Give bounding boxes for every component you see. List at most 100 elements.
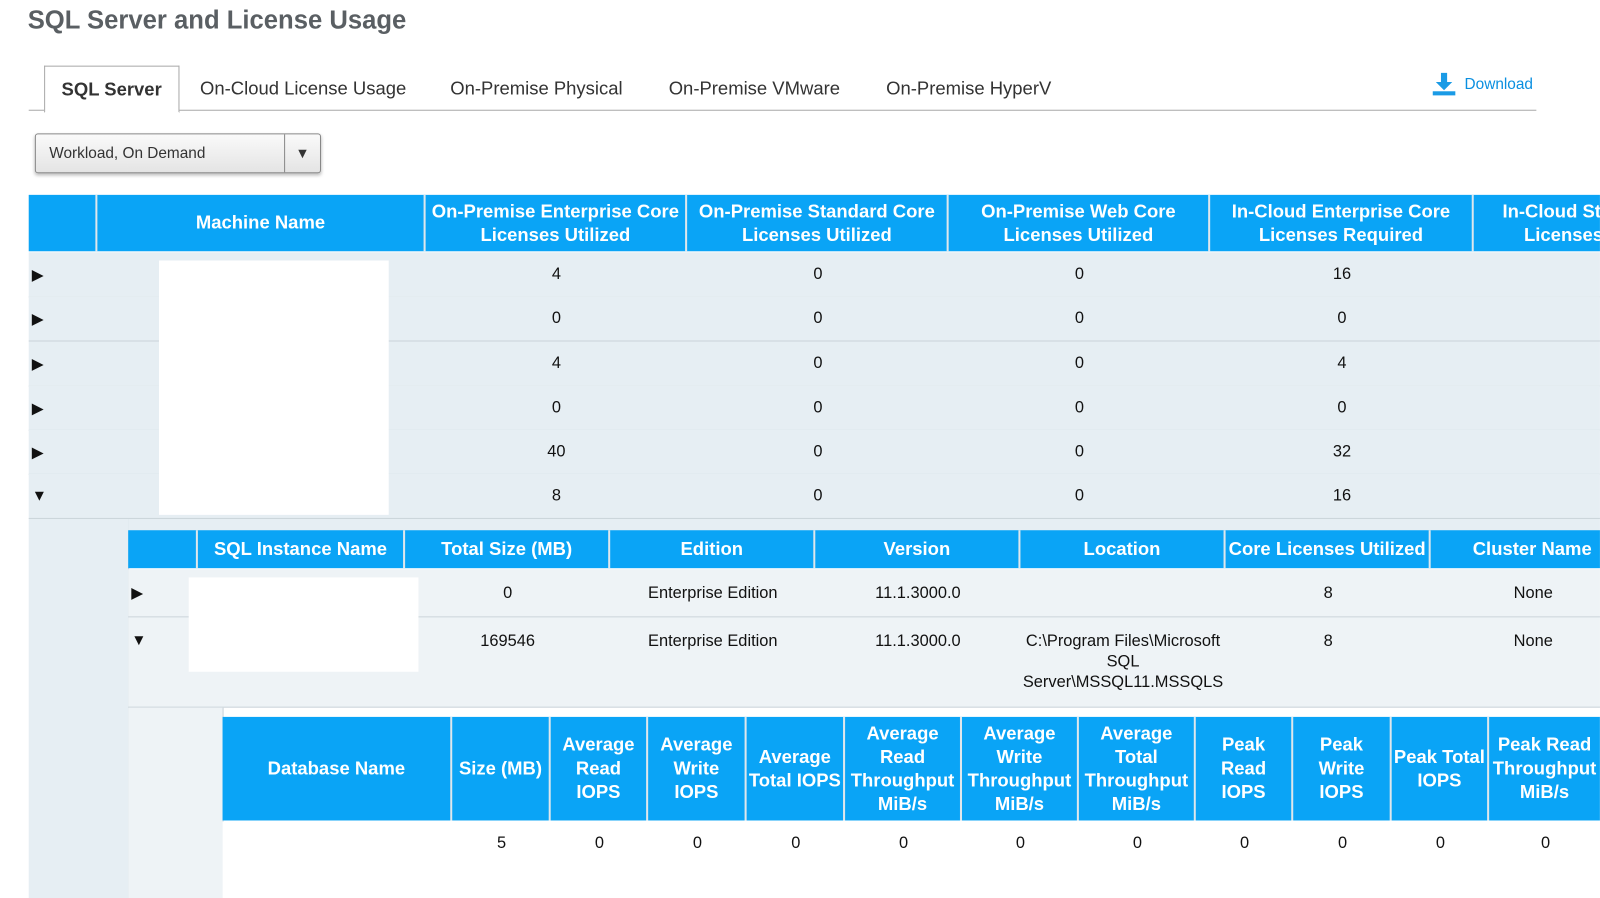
table-cell: 0 xyxy=(1074,487,1085,505)
table-cell: 0 xyxy=(1541,834,1551,853)
expand-toggle[interactable]: ▼ xyxy=(31,487,48,505)
expand-toggle[interactable]: ▶ xyxy=(31,310,44,329)
tab[interactable]: On-Premise HyperV xyxy=(886,77,1052,99)
column-header: Edition xyxy=(610,530,816,569)
column-header: Total Size (MB) xyxy=(405,530,611,569)
table-cell: 8 xyxy=(1323,632,1333,651)
column-header: Cluster Name xyxy=(1430,530,1600,569)
column-header: On-Premise Web Core Licenses Utilized xyxy=(948,194,1211,252)
table-cell: 16 xyxy=(1332,265,1352,284)
table-cell: 0 xyxy=(1074,265,1085,284)
table-cell: Enterprise Edition xyxy=(648,632,778,651)
table-cell: None xyxy=(1513,584,1553,603)
tab[interactable]: SQL Server xyxy=(44,65,180,113)
column-header: Core Licenses Utilized xyxy=(1225,530,1431,569)
table-cell: 0 xyxy=(1074,309,1085,328)
table-cell: 11.1.3000.0 xyxy=(875,632,961,651)
table-cell: 0 xyxy=(813,309,823,328)
table-cell: 0 xyxy=(551,309,561,328)
dropdown[interactable]: Workload, On Demand ▼ xyxy=(34,133,322,174)
column-header: Peak Total IOPS xyxy=(1391,716,1490,821)
table-cell: 0 xyxy=(1337,834,1348,853)
table-cell: 0 xyxy=(813,398,823,417)
table-cell: 40 xyxy=(547,443,566,461)
table-cell: 4 xyxy=(1337,354,1347,373)
table-cell: 0 xyxy=(1132,834,1142,853)
header-cell xyxy=(28,194,98,252)
expansion-area xyxy=(128,518,1600,532)
expand-toggle[interactable]: ▶ xyxy=(131,584,144,603)
column-header: In-Cloud Standard Core Licenses Required xyxy=(1473,194,1600,252)
table-cell: 0 xyxy=(1074,443,1085,461)
table-cell: 8 xyxy=(1323,584,1333,603)
dropdown-value: Workload, On Demand xyxy=(49,144,206,163)
table-cell: 0 xyxy=(813,443,823,461)
column-header: Location xyxy=(1020,530,1226,569)
tab-bar-line xyxy=(28,109,1537,111)
page-title: SQL Server and License Usage xyxy=(27,6,407,35)
column-header: Peak Read IOPS xyxy=(1195,716,1294,821)
expand-toggle[interactable]: ▶ xyxy=(31,444,44,462)
table-cell: 169546 xyxy=(480,632,536,651)
table-cell: 16 xyxy=(1332,487,1352,505)
column-header: SQL Instance Name xyxy=(197,530,406,569)
download-label: Download xyxy=(1464,75,1533,93)
table-cell: 11.1.3000.0 xyxy=(875,584,961,603)
table-cell: 4 xyxy=(551,265,561,284)
table-cell: 0 xyxy=(1239,834,1250,853)
tab[interactable]: On-Premise Physical xyxy=(450,77,623,99)
table-cell: 0 xyxy=(1015,834,1026,853)
column-header: Average Read IOPS xyxy=(550,716,649,821)
column-header: On-Premise Standard Core Licenses Utiliz… xyxy=(687,194,949,252)
column-header: Average Write Throughput MiB/s xyxy=(962,716,1079,821)
column-header: Peak Write IOPS xyxy=(1293,716,1392,821)
table-cell: 0 xyxy=(813,265,823,284)
expand-toggle[interactable]: ▼ xyxy=(131,631,147,650)
column-header: Peak Read Throughput MiB/s xyxy=(1489,716,1600,821)
column-header: Average Read Throughput MiB/s xyxy=(845,716,963,821)
column-header: In-Cloud Enterprise Core Licenses Requir… xyxy=(1210,194,1474,252)
table-cell: 0 xyxy=(791,834,801,853)
table-cell: 0 xyxy=(813,354,823,373)
redacted-name xyxy=(188,577,419,672)
table-row[interactable] xyxy=(222,821,1600,898)
column-header: Average Write IOPS xyxy=(648,716,747,821)
column-header: Average Total Throughput MiB/s xyxy=(1078,716,1196,821)
table-cell: 0 xyxy=(1074,398,1085,417)
expand-toggle[interactable]: ▶ xyxy=(31,355,44,374)
table-cell: 0 xyxy=(692,834,702,853)
column-header: Average Total IOPS xyxy=(746,716,846,821)
column-header: Version xyxy=(815,530,1021,569)
download-icon xyxy=(1432,72,1456,96)
table-cell: 4 xyxy=(551,354,561,373)
table-cell: 0 xyxy=(1074,354,1085,373)
table-cell: 0 xyxy=(1435,834,1446,853)
table-cell: 8 xyxy=(551,487,561,505)
download-button[interactable]: Download xyxy=(1432,72,1533,97)
column-header: On-Premise Enterprise Core Licenses Util… xyxy=(425,194,688,252)
header-cell xyxy=(128,530,198,569)
column-header: Database Name xyxy=(222,716,453,821)
column-header: Machine Name xyxy=(97,194,426,252)
table-cell: 5 xyxy=(496,834,507,853)
expand-toggle[interactable]: ▶ xyxy=(31,266,44,285)
table-cell: 0 xyxy=(1337,398,1347,417)
dropdown-caret: ▼ xyxy=(284,134,320,173)
expansion-strip xyxy=(28,518,130,898)
expand-toggle[interactable]: ▶ xyxy=(31,399,44,418)
tab[interactable]: On-Premise VMware xyxy=(668,77,841,99)
table-cell: 0 xyxy=(898,834,909,853)
expansion-strip xyxy=(128,707,224,898)
table-cell: 32 xyxy=(1332,443,1352,461)
tab[interactable]: On-Cloud License Usage xyxy=(199,77,407,99)
table-cell: 0 xyxy=(813,487,823,505)
table-cell: 0 xyxy=(1337,309,1347,328)
table-cell: C:\Program Files\Microsoft SQL Server\MS… xyxy=(1022,632,1224,692)
table-cell: 0 xyxy=(594,834,605,853)
redacted-name xyxy=(158,260,389,515)
table-cell: 0 xyxy=(551,398,561,417)
column-header: Size (MB) xyxy=(452,716,551,821)
table-cell: None xyxy=(1513,632,1553,651)
